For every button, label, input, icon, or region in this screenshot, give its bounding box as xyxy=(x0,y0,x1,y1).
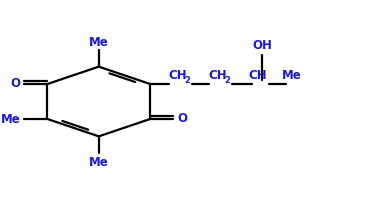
Text: Me: Me xyxy=(283,69,302,82)
Text: CH: CH xyxy=(249,69,267,82)
Text: O: O xyxy=(10,77,20,90)
Text: OH: OH xyxy=(252,39,272,52)
Text: CH: CH xyxy=(208,69,227,82)
Text: Me: Me xyxy=(89,36,109,49)
Text: CH: CH xyxy=(168,69,187,82)
Text: Me: Me xyxy=(89,155,109,168)
Text: Me: Me xyxy=(1,113,21,126)
Text: 2: 2 xyxy=(184,75,190,84)
Text: O: O xyxy=(177,111,187,124)
Text: 2: 2 xyxy=(224,75,230,84)
